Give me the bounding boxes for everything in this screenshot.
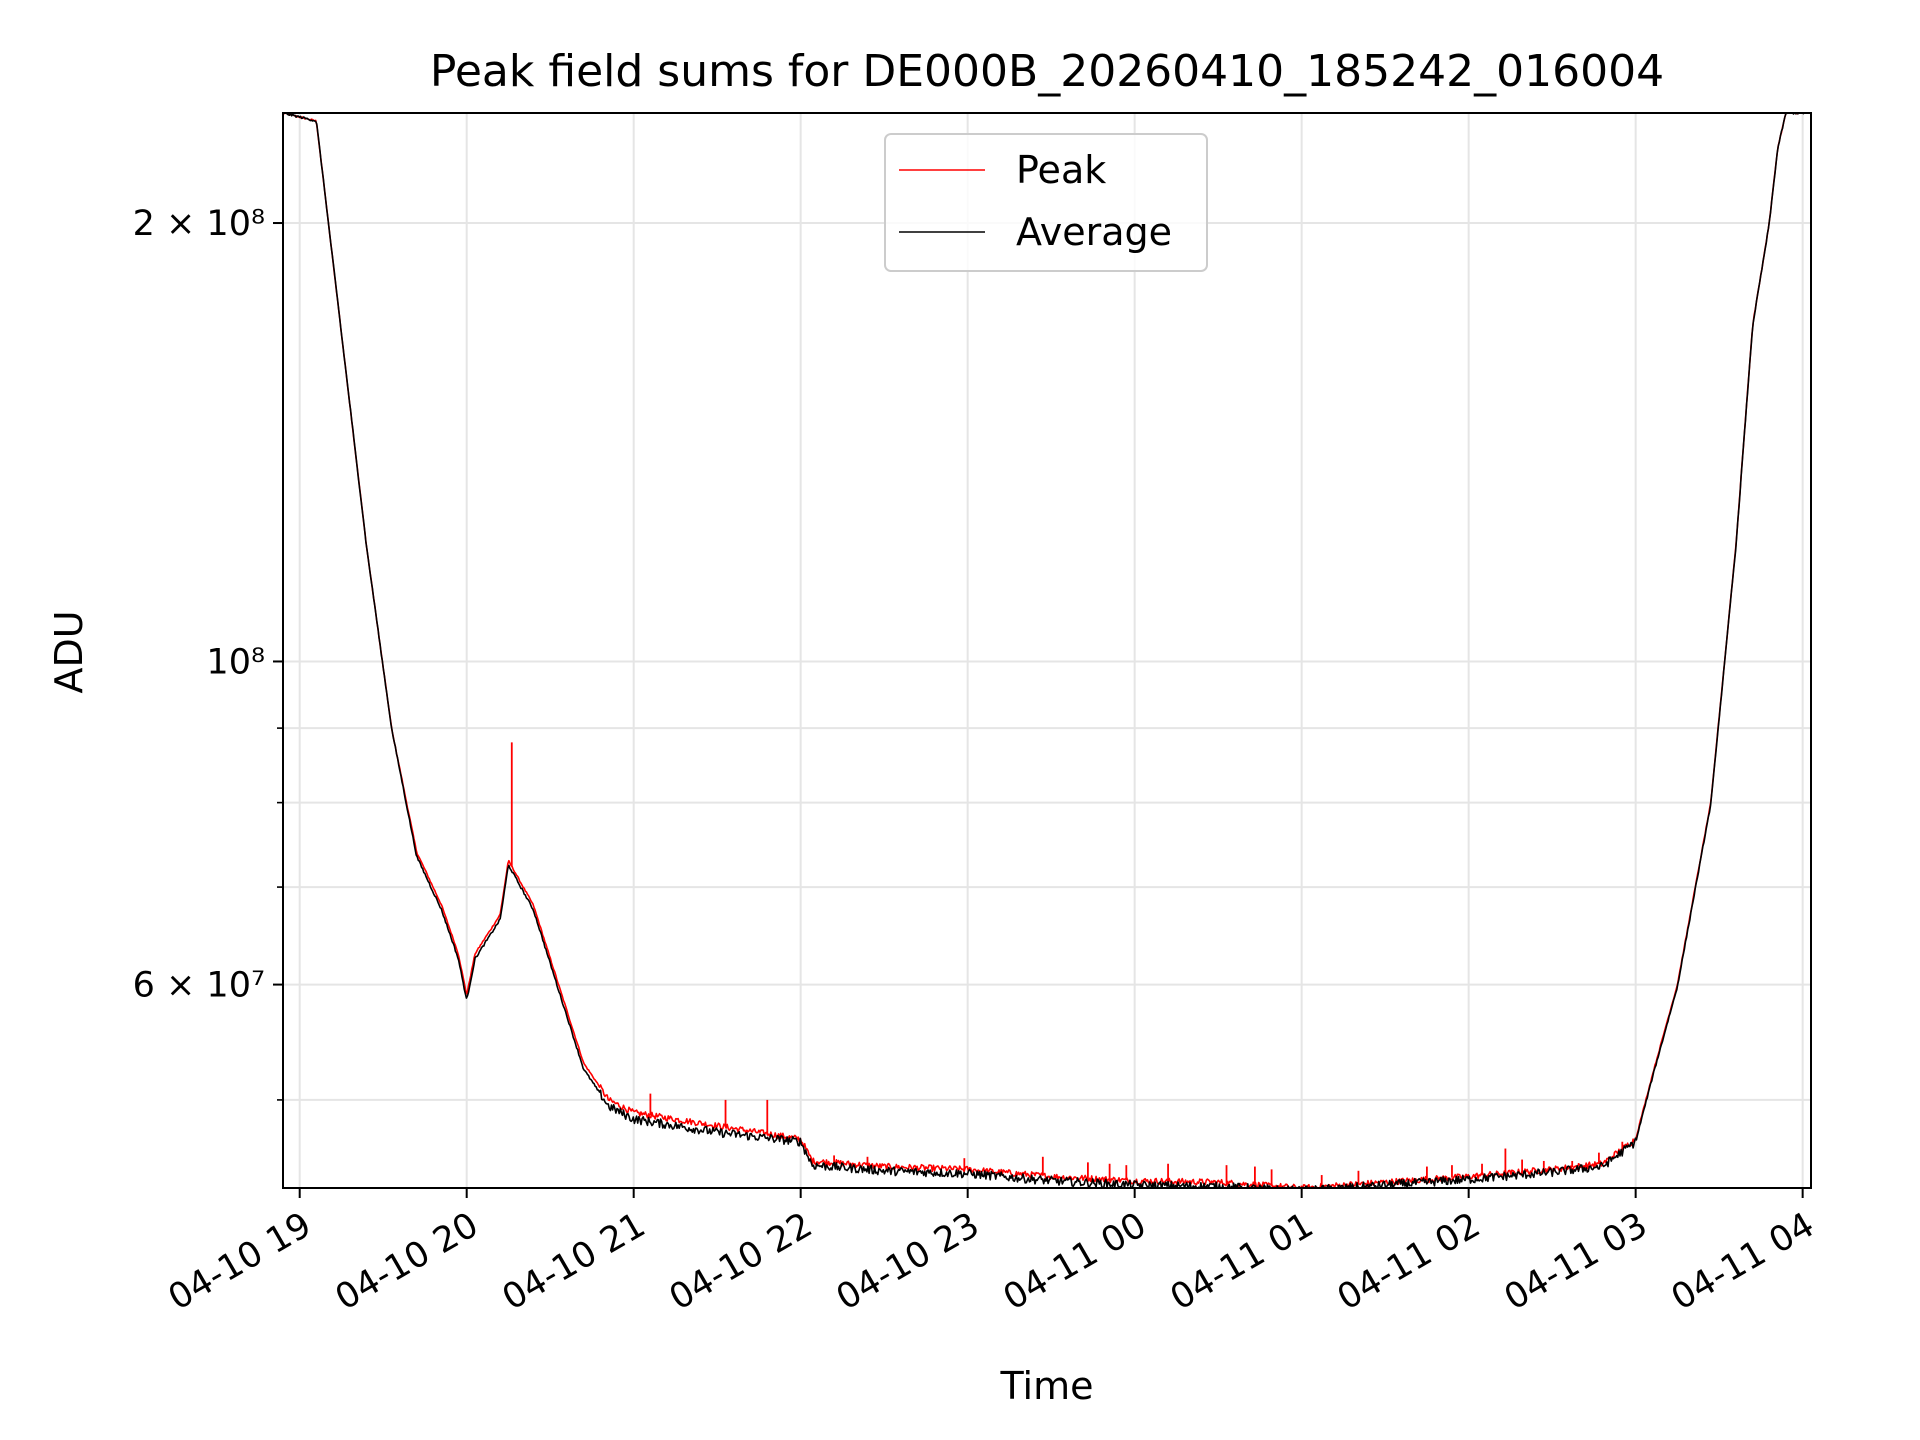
legend: Peak Average: [884, 133, 1208, 272]
legend-label-average: Average: [1016, 210, 1172, 254]
series-average-line: [283, 113, 1811, 1188]
y-axis-label: ADU: [47, 610, 91, 693]
y-tick-label: 2 × 10⁸: [133, 204, 265, 244]
x-axis-label: Time: [1000, 1364, 1094, 1408]
legend-label-peak: Peak: [1016, 148, 1106, 192]
y-tick-label: 10⁸: [206, 642, 265, 682]
y-tick-label: 6 × 10⁷: [133, 966, 265, 1006]
plot-series: [283, 113, 1811, 1188]
chart-title: Peak field sums for DE000B_20260410_1852…: [430, 46, 1664, 97]
plot-frame: [282, 112, 1812, 1189]
legend-box: [884, 133, 1208, 272]
